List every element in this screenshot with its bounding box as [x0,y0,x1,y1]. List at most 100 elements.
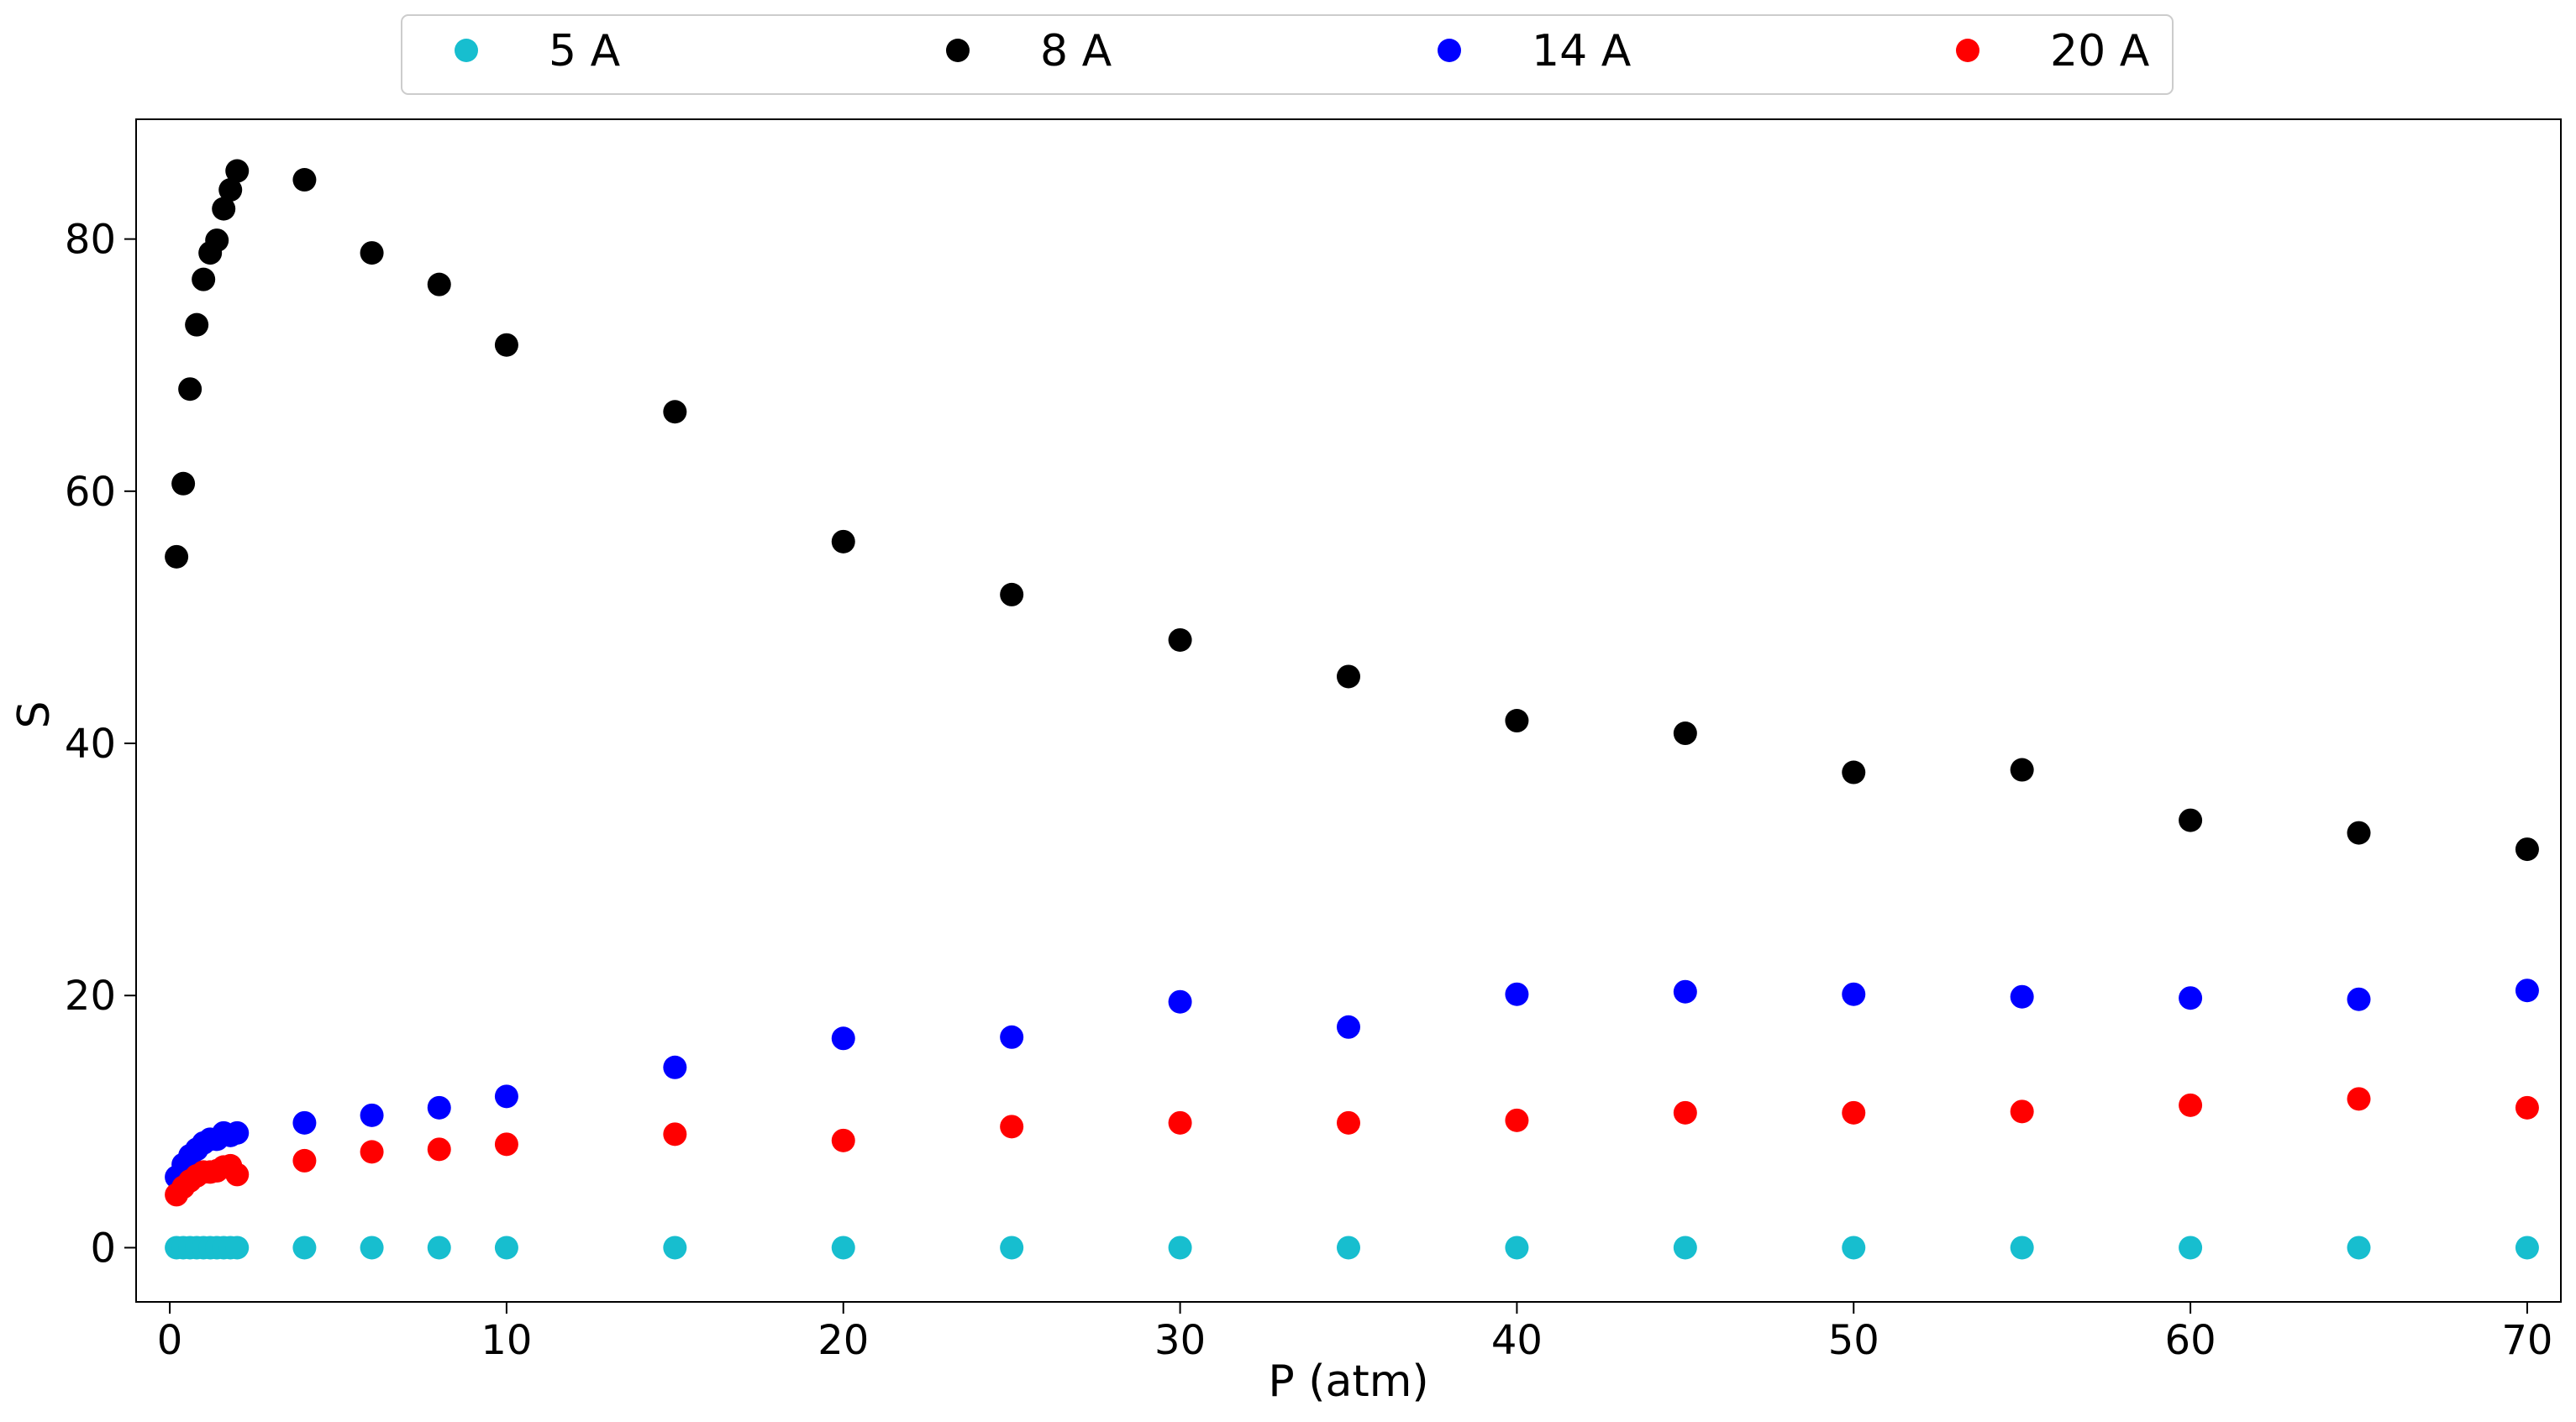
data-point [1673,721,1697,746]
y-axis-label: S [9,701,60,728]
data-point [292,1236,317,1260]
data-point [831,529,855,554]
x-axis-label: P (atm) [1268,1356,1428,1407]
data-point [1842,760,1866,784]
data-point [494,1236,518,1260]
data-point [292,168,317,192]
data-point [1337,1110,1360,1135]
data-point [663,1055,687,1079]
data-point [2010,1236,2034,1260]
x-tick-label: 70 [2501,1317,2552,1364]
data-point [427,1236,451,1260]
data-point [663,400,687,424]
data-point [831,1236,855,1260]
data-point [212,197,236,221]
data-point [1000,582,1024,606]
data-point [360,1103,384,1127]
data-point [1505,1236,1529,1260]
x-axis: 0 10 20 30 40 50 60 70 [157,1302,2552,1364]
data-point [292,1110,317,1135]
data-point [171,471,196,496]
data-point [1000,1025,1024,1049]
data-point [2515,979,2539,1003]
data-point [427,1095,451,1120]
data-point [2347,1087,2371,1111]
legend-entry: 8 A [1040,26,1112,76]
data-point [2515,1236,2539,1260]
data-point [165,544,189,569]
data-point [218,178,243,202]
data-point [2347,821,2371,845]
data-point [1000,1115,1024,1139]
legend-frame [401,14,2174,95]
data-point [1842,1236,1866,1260]
data-point [1337,664,1360,689]
data-point [1168,627,1192,652]
data-point [1168,1236,1192,1260]
legend-marker [1956,39,1979,62]
data-point [1505,982,1529,1006]
series-20-a [165,1087,2539,1207]
data-point [1673,979,1697,1004]
data-point [360,1140,384,1164]
data-point [2347,1236,2371,1260]
data-point [225,1120,250,1145]
legend-entry: 5 A [549,26,621,76]
y-tick-label: 0 [90,1225,116,1272]
data-point [2179,1236,2203,1260]
data-point [1505,1108,1529,1132]
y-tick-label: 40 [65,721,116,768]
legend-entry: 20 A [2050,26,2150,76]
y-axis: 0 20 40 60 80 [65,217,136,1272]
data-point [663,1236,687,1260]
data-point [831,1128,855,1152]
x-tick-label: 60 [2165,1317,2216,1364]
data-point [205,228,229,253]
legend-marker [1438,39,1461,62]
legend: 5 A 8 A 14 A 20 A [401,14,2174,95]
x-tick-label: 0 [157,1317,183,1364]
data-point [1673,1100,1697,1125]
data-point [1168,989,1192,1014]
data-point [1000,1236,1024,1260]
data-point [185,312,209,337]
data-point [2179,808,2203,832]
plot-area [135,118,2562,1303]
data-point [225,1162,250,1187]
x-tick-label: 40 [1491,1317,1543,1364]
data-points [165,159,2539,1260]
data-point [831,1026,855,1051]
y-tick-label: 20 [65,973,116,1020]
data-point [2179,1093,2203,1117]
data-point [2010,1099,2034,1124]
data-point [1168,1110,1192,1135]
data-point [494,333,518,357]
series-14-a [165,979,2539,1189]
data-point [178,377,202,401]
y-tick-label: 80 [65,217,116,264]
series-8-a [165,159,2539,862]
data-point [2515,1095,2539,1120]
data-point [494,1132,518,1157]
data-point [1842,982,1866,1006]
plot-frame [135,118,2562,1303]
data-point [663,1122,687,1147]
data-point [1505,709,1529,733]
data-point [225,159,250,183]
data-point [427,1137,451,1162]
x-tick-label: 50 [1828,1317,1879,1364]
data-point [292,1148,317,1173]
data-point [360,241,384,265]
data-point [1673,1236,1697,1260]
data-point [2179,986,2203,1010]
series-5-a [165,1236,2539,1260]
x-tick-label: 20 [817,1317,869,1364]
data-point [2010,984,2034,1009]
data-point [1337,1015,1360,1039]
x-tick-label: 10 [481,1317,532,1364]
y-tick-label: 60 [65,469,116,516]
legend-marker [946,39,970,62]
data-point [427,272,451,296]
data-point [192,267,216,291]
